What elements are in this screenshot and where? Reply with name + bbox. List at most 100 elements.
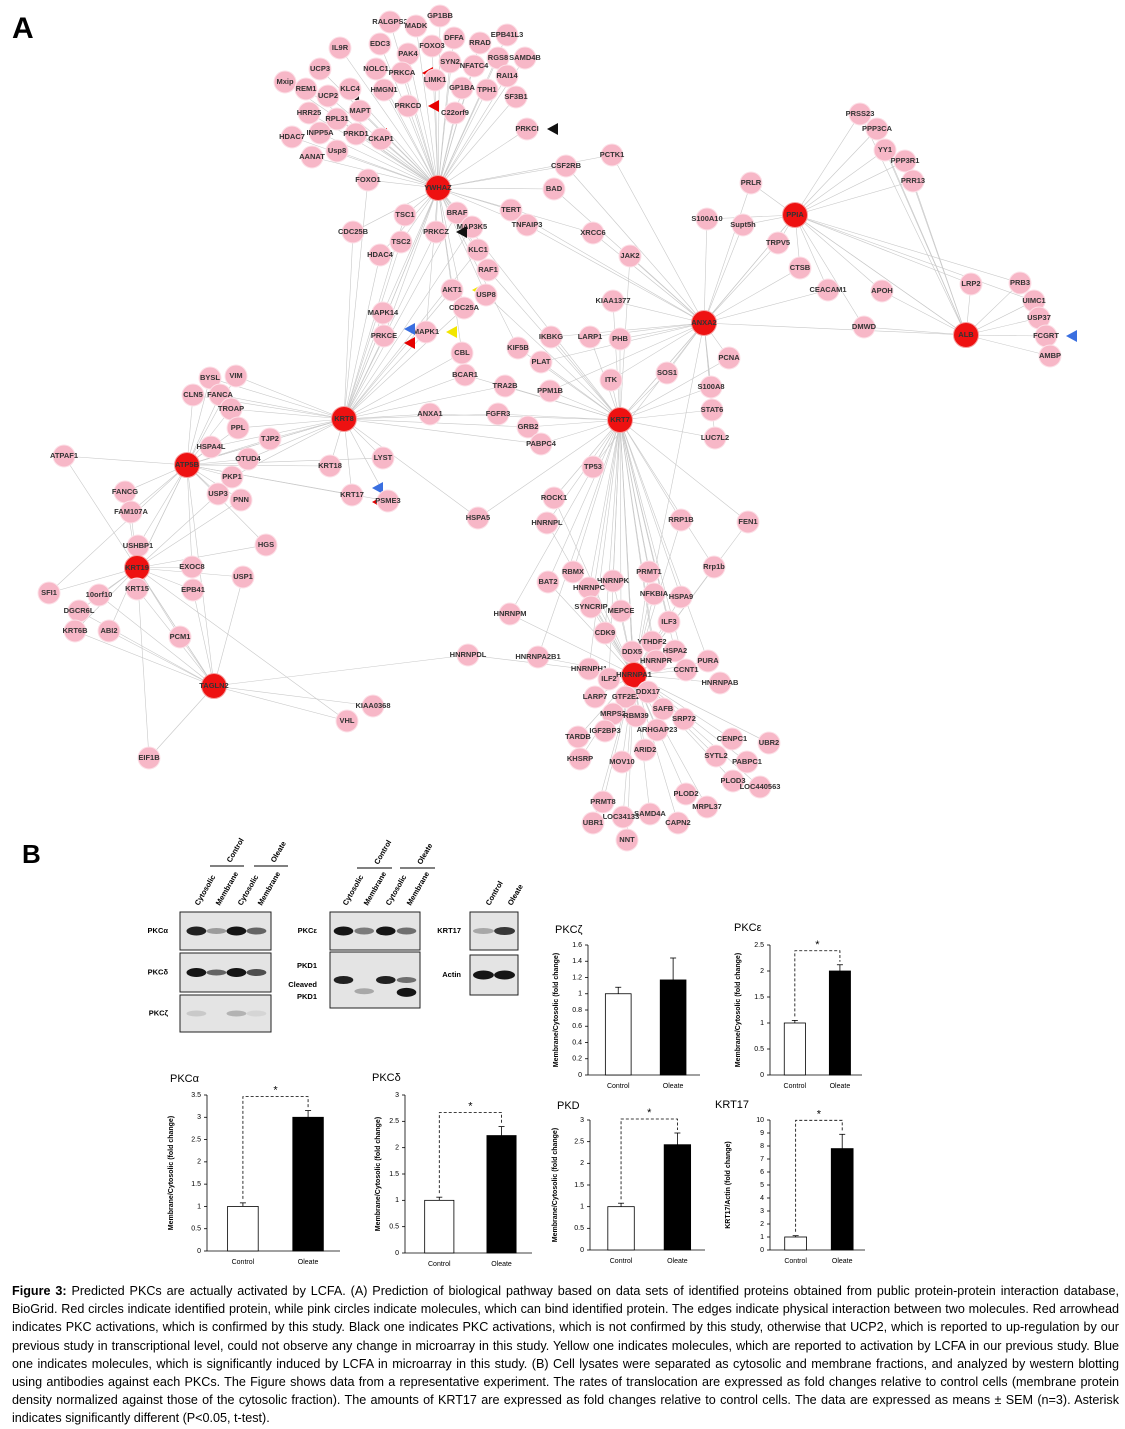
node-label: TERT [501, 205, 521, 214]
edge [703, 322, 967, 336]
bar [227, 1206, 259, 1252]
edge [619, 419, 749, 523]
y-axis-label: Membrane/Cytosolic (fold change) [553, 953, 560, 1067]
band [226, 926, 247, 936]
node [893, 149, 917, 173]
blot-group-label: Control [225, 836, 246, 864]
node-label: USP8 [476, 290, 496, 299]
node [452, 296, 476, 320]
edge [343, 289, 453, 420]
x-tick-label: Oleate [832, 1258, 853, 1265]
x-tick-label: Control [232, 1259, 255, 1266]
y-tick-label: 1.4 [572, 958, 582, 965]
node-label: UCP2 [318, 91, 338, 100]
node-label: GTF2E2 [612, 692, 640, 701]
y-tick-label: 5 [760, 1182, 764, 1189]
node-label: 10orf10 [86, 590, 113, 599]
blot-column-label: Oleate [506, 883, 525, 907]
node [450, 76, 474, 100]
edge [610, 322, 705, 381]
node [581, 221, 605, 245]
node [535, 511, 559, 535]
node [506, 336, 530, 360]
node-label: TSC1 [395, 210, 414, 219]
y-tick-label: 6 [760, 1169, 764, 1176]
node-label: PNN [233, 495, 249, 504]
node [498, 602, 522, 626]
node [466, 506, 490, 530]
bar [604, 993, 632, 1076]
edge [401, 72, 439, 189]
y-tick-label: 0 [578, 1072, 582, 1079]
y-tick-label: 1 [395, 1197, 399, 1204]
node [174, 452, 200, 478]
edge [136, 499, 242, 569]
node [953, 322, 979, 348]
node-label: PRKCA [389, 68, 416, 77]
x-tick-label: Control [607, 1083, 630, 1090]
node-label: RAF1 [478, 265, 498, 274]
node-label: ROCK1 [541, 493, 567, 502]
edge [863, 326, 967, 336]
node [608, 327, 632, 351]
node-label: PPP3CA [862, 124, 893, 133]
blot-group-label: Oleate [269, 840, 288, 864]
node [376, 489, 400, 513]
node-label: ILF2 [601, 674, 616, 683]
node [344, 122, 368, 146]
x-tick-label: Control [784, 1083, 807, 1090]
node-label: SF3B1 [504, 92, 527, 101]
significance-bracket [242, 1096, 309, 1199]
node-label: C22orf9 [441, 108, 469, 117]
node-label: YY1 [878, 145, 892, 154]
edge [612, 300, 705, 324]
node-label: LOC440563 [740, 782, 781, 791]
edge [336, 150, 439, 189]
node-label: CKAP1 [368, 134, 393, 143]
node [636, 680, 660, 704]
node [721, 769, 745, 793]
edge [343, 374, 466, 420]
node-label: MRPS2 [600, 709, 626, 718]
node [852, 315, 876, 339]
node [515, 213, 539, 237]
node [657, 610, 681, 634]
node [581, 455, 605, 479]
y-tick-label: 0.8 [572, 1007, 582, 1014]
bar [659, 979, 687, 1076]
node [672, 707, 696, 731]
node-label: FOXO3 [419, 41, 444, 50]
node [335, 709, 359, 733]
node [297, 101, 321, 125]
node-label: AKT1 [442, 285, 462, 294]
node [325, 107, 349, 131]
y-tick-label: 0.4 [572, 1039, 582, 1046]
node [593, 719, 617, 743]
edge [965, 334, 1051, 357]
node [396, 94, 420, 118]
edge [881, 290, 967, 336]
node-label: SYTL2 [704, 751, 727, 760]
node-label: OTUD4 [235, 454, 261, 463]
node [254, 533, 278, 557]
node-label: RBMX [562, 567, 584, 576]
node-label: TJP2 [261, 434, 279, 443]
node-label: CAPN2 [665, 818, 690, 827]
y-tick-label: 2 [197, 1159, 201, 1166]
edge [589, 322, 705, 338]
blot-row-label: PKD1 [297, 961, 317, 970]
band [226, 968, 247, 977]
node-label: DFFA [444, 33, 464, 42]
edge [343, 352, 463, 420]
edge [186, 377, 211, 466]
panel-label: B [22, 839, 41, 869]
edge [619, 419, 709, 662]
node-label: IKBKG [539, 332, 563, 341]
node-label: XRCC6 [580, 228, 605, 237]
node-label: HNRNPA1 [616, 670, 652, 679]
bar [424, 1199, 455, 1254]
node [443, 101, 467, 125]
chart-title: PKCζ [555, 924, 583, 936]
edge [437, 154, 613, 189]
node [959, 272, 983, 296]
